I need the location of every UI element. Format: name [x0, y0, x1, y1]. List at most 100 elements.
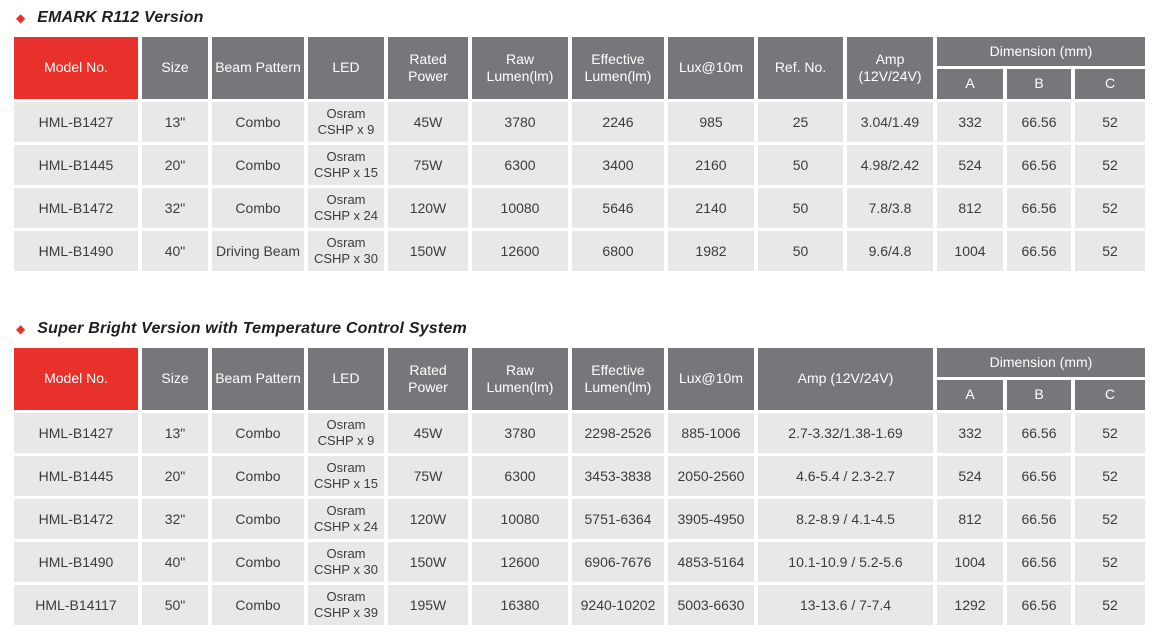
- table-cell: 52: [1075, 542, 1145, 582]
- table-cell: Osram CSHP x 9: [308, 413, 384, 453]
- table-cell: Osram CSHP x 9: [308, 102, 384, 142]
- table-cell: 12600: [472, 542, 568, 582]
- table-cell: 13": [142, 102, 208, 142]
- table-cell: 40": [142, 231, 208, 271]
- table-cell: 40": [142, 542, 208, 582]
- col-header-rated-power: Rated Power: [388, 348, 468, 410]
- table-cell: 66.56: [1007, 188, 1071, 228]
- table-cell: 3905-4950: [668, 499, 754, 539]
- table-cell: 4.98/2.42: [847, 145, 933, 185]
- table-cell: 3453-3838: [572, 456, 664, 496]
- header-row: Model No. Size Beam Pattern LED Rated Po…: [14, 348, 1145, 410]
- table-cell: Osram CSHP x 15: [308, 145, 384, 185]
- table-cell: HML-B1490: [14, 542, 138, 582]
- table-cell: HML-B1427: [14, 102, 138, 142]
- table-cell: 150W: [388, 542, 468, 582]
- table-cell: Combo: [212, 188, 304, 228]
- table-cell: 1004: [937, 231, 1003, 271]
- table-cell: 4853-5164: [668, 542, 754, 582]
- col-header-amp: Amp (12V/24V): [847, 37, 933, 99]
- table-cell: 2.7-3.32/1.38-1.69: [758, 413, 933, 453]
- table-cell: 52: [1075, 188, 1145, 228]
- table-cell: 66.56: [1007, 499, 1071, 539]
- col-header-amp: Amp (12V/24V): [758, 348, 933, 410]
- col-header-dim-b: B: [1007, 69, 1071, 99]
- table-cell: 20": [142, 456, 208, 496]
- table-cell: 52: [1075, 145, 1145, 185]
- table-cell: 10.1-10.9 / 5.2-5.6: [758, 542, 933, 582]
- col-header-lux: Lux@10m: [668, 348, 754, 410]
- table-cell: 32": [142, 499, 208, 539]
- table-cell: 812: [937, 188, 1003, 228]
- table-cell: 4.6-5.4 / 2.3-2.7: [758, 456, 933, 496]
- table-cell: Combo: [212, 456, 304, 496]
- table-cell: Osram CSHP x 39: [308, 585, 384, 625]
- table-cell: 3780: [472, 102, 568, 142]
- table-cell: 75W: [388, 145, 468, 185]
- table-cell: 66.56: [1007, 542, 1071, 582]
- col-header-dim-b: B: [1007, 380, 1071, 410]
- section-title-super-bright: ◆ Super Bright Version with Temperature …: [16, 320, 1167, 338]
- table-cell: 50: [758, 145, 843, 185]
- table-cell: HML-B1445: [14, 145, 138, 185]
- table-cell: Osram CSHP x 24: [308, 499, 384, 539]
- table-cell: 50: [758, 231, 843, 271]
- emark-r112-table: Model No. Size Beam Pattern LED Rated Po…: [10, 34, 1149, 274]
- col-header-model-no: Model No.: [14, 37, 138, 99]
- col-header-raw-lumen: Raw Lumen(lm): [472, 348, 568, 410]
- table-cell: 13": [142, 413, 208, 453]
- table-cell: 5003-6630: [668, 585, 754, 625]
- table-cell: HML-B14117: [14, 585, 138, 625]
- table-row: HML-B1445 20" Combo Osram CSHP x 15 75W …: [14, 145, 1145, 185]
- table-cell: 10080: [472, 188, 568, 228]
- table-cell: 16380: [472, 585, 568, 625]
- table-cell: 8.2-8.9 / 4.1-4.5: [758, 499, 933, 539]
- col-header-dimension: Dimension (mm): [937, 348, 1145, 377]
- table-cell: 1004: [937, 542, 1003, 582]
- table-cell: 66.56: [1007, 456, 1071, 496]
- col-header-model-no: Model No.: [14, 348, 138, 410]
- section-title-emark: ◆ EMARK R112 Version: [16, 9, 1167, 27]
- table-cell: 524: [937, 145, 1003, 185]
- table-cell: HML-B1427: [14, 413, 138, 453]
- table-cell: 25: [758, 102, 843, 142]
- table-cell: 812: [937, 499, 1003, 539]
- table-cell: 66.56: [1007, 413, 1071, 453]
- table-row: HML-B1490 40" Combo Osram CSHP x 30 150W…: [14, 542, 1145, 582]
- col-header-dim-a: A: [937, 380, 1003, 410]
- table-cell: Osram CSHP x 30: [308, 542, 384, 582]
- table-cell: 1982: [668, 231, 754, 271]
- table-cell: 52: [1075, 413, 1145, 453]
- table-cell: 52: [1075, 231, 1145, 271]
- table-cell: 13-13.6 / 7-7.4: [758, 585, 933, 625]
- super-bright-table: Model No. Size Beam Pattern LED Rated Po…: [10, 345, 1149, 628]
- table-cell: 885-1006: [668, 413, 754, 453]
- table-cell: 3.04/1.49: [847, 102, 933, 142]
- col-header-size: Size: [142, 348, 208, 410]
- table-cell: 2160: [668, 145, 754, 185]
- table-cell: 150W: [388, 231, 468, 271]
- col-header-dim-c: C: [1075, 69, 1145, 99]
- table-row: HML-B1472 32" Combo Osram CSHP x 24 120W…: [14, 499, 1145, 539]
- table-cell: 12600: [472, 231, 568, 271]
- table-cell: HML-B1472: [14, 499, 138, 539]
- table-cell: 2246: [572, 102, 664, 142]
- table-cell: 332: [937, 413, 1003, 453]
- table-cell: Combo: [212, 413, 304, 453]
- table-cell: 66.56: [1007, 102, 1071, 142]
- col-header-effective-lumen: Effective Lumen(lm): [572, 348, 664, 410]
- table-cell: Combo: [212, 585, 304, 625]
- table-cell: 50": [142, 585, 208, 625]
- col-header-rated-power: Rated Power: [388, 37, 468, 99]
- table-cell: 3400: [572, 145, 664, 185]
- header-row: Model No. Size Beam Pattern LED Rated Po…: [14, 37, 1145, 99]
- table-cell: 9240-10202: [572, 585, 664, 625]
- table-cell: Combo: [212, 102, 304, 142]
- table-cell: 6906-7676: [572, 542, 664, 582]
- header-subrow: A B C: [14, 380, 1145, 410]
- table-cell: Combo: [212, 542, 304, 582]
- col-header-dim-a: A: [937, 69, 1003, 99]
- table-cell: 45W: [388, 102, 468, 142]
- table-cell: Driving Beam: [212, 231, 304, 271]
- table-row: HML-B1472 32" Combo Osram CSHP x 24 120W…: [14, 188, 1145, 228]
